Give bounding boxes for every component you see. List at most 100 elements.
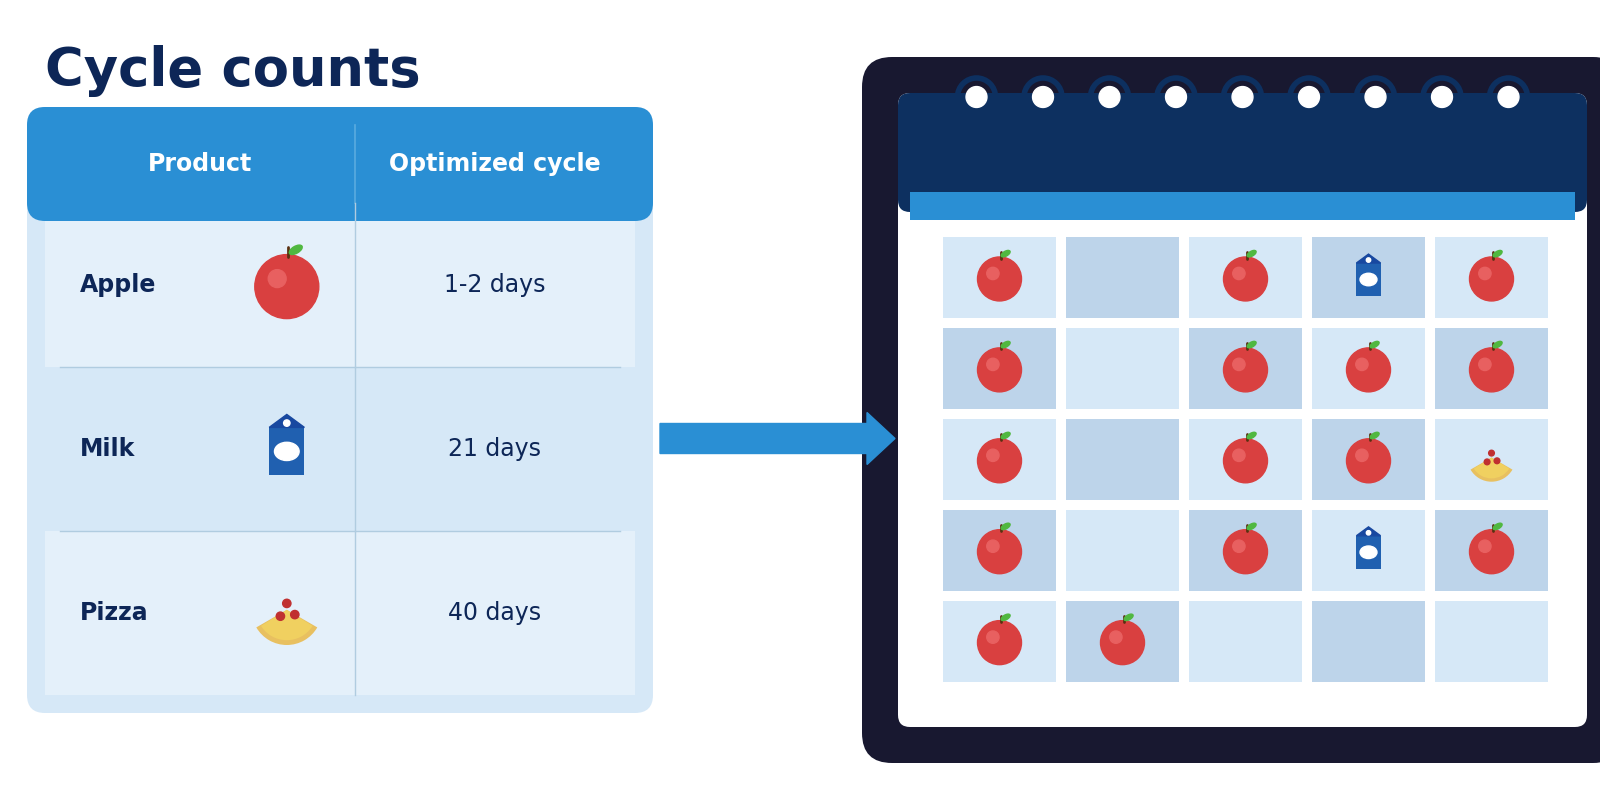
Circle shape: [1232, 358, 1245, 370]
Bar: [1189, 328, 1302, 410]
Bar: [1312, 419, 1426, 500]
Circle shape: [1101, 621, 1144, 665]
Ellipse shape: [1002, 432, 1010, 438]
Bar: [1066, 238, 1179, 318]
Circle shape: [987, 540, 998, 552]
Bar: [910, 192, 1574, 219]
Text: Cycle counts: Cycle counts: [45, 45, 421, 97]
Bar: [1066, 510, 1179, 591]
Ellipse shape: [1370, 342, 1379, 348]
Bar: [1066, 328, 1179, 410]
Circle shape: [1224, 257, 1267, 301]
FancyBboxPatch shape: [27, 107, 653, 221]
Circle shape: [254, 254, 318, 318]
Ellipse shape: [290, 245, 302, 254]
Circle shape: [1485, 459, 1490, 465]
Circle shape: [1224, 348, 1267, 392]
Circle shape: [277, 612, 285, 620]
FancyBboxPatch shape: [898, 93, 1587, 212]
Ellipse shape: [1002, 250, 1010, 257]
Circle shape: [1232, 449, 1245, 462]
Bar: [942, 419, 1056, 500]
Circle shape: [1366, 530, 1371, 535]
Circle shape: [1366, 258, 1371, 262]
Bar: [45, 367, 635, 531]
Bar: [1312, 238, 1426, 318]
Ellipse shape: [1360, 274, 1378, 286]
Bar: [1435, 328, 1549, 410]
Circle shape: [1494, 458, 1499, 464]
Circle shape: [1165, 86, 1187, 107]
Bar: [1312, 601, 1426, 682]
Bar: [1189, 419, 1302, 500]
Wedge shape: [1470, 458, 1512, 482]
Bar: [1189, 601, 1302, 682]
Text: Pizza: Pizza: [80, 601, 149, 625]
Ellipse shape: [1002, 342, 1010, 348]
Text: 40 days: 40 days: [448, 601, 541, 625]
Bar: [1357, 263, 1381, 296]
FancyBboxPatch shape: [27, 107, 653, 713]
Wedge shape: [261, 610, 312, 640]
Bar: [1066, 419, 1179, 500]
Circle shape: [1032, 86, 1053, 107]
Ellipse shape: [1493, 250, 1502, 257]
Circle shape: [987, 449, 998, 462]
Polygon shape: [1357, 527, 1381, 536]
Circle shape: [269, 270, 286, 287]
Bar: [1312, 510, 1426, 591]
Circle shape: [1478, 358, 1491, 370]
Bar: [1066, 601, 1179, 682]
Ellipse shape: [1248, 250, 1256, 257]
Circle shape: [1232, 267, 1245, 280]
Circle shape: [978, 621, 1021, 665]
Circle shape: [1469, 530, 1514, 574]
Circle shape: [978, 257, 1021, 301]
Bar: [1435, 601, 1549, 682]
Ellipse shape: [1370, 432, 1379, 438]
FancyBboxPatch shape: [862, 57, 1600, 763]
Wedge shape: [1474, 458, 1509, 478]
Circle shape: [1347, 439, 1390, 483]
Circle shape: [987, 267, 998, 280]
Ellipse shape: [1002, 523, 1010, 530]
Ellipse shape: [1493, 342, 1502, 348]
FancyBboxPatch shape: [898, 93, 1587, 727]
Circle shape: [1478, 267, 1491, 280]
Circle shape: [291, 610, 299, 618]
Circle shape: [1432, 86, 1453, 107]
Bar: [269, 427, 304, 475]
Polygon shape: [269, 414, 304, 427]
Bar: [910, 158, 1574, 200]
Circle shape: [1347, 348, 1390, 392]
Circle shape: [1365, 86, 1386, 107]
Ellipse shape: [1360, 546, 1378, 558]
Circle shape: [1110, 631, 1122, 643]
Bar: [1312, 328, 1426, 410]
Bar: [1435, 238, 1549, 318]
FancyArrow shape: [661, 413, 894, 465]
Circle shape: [1232, 540, 1245, 552]
Bar: [942, 328, 1056, 410]
Polygon shape: [1357, 254, 1381, 263]
Bar: [45, 203, 635, 367]
Bar: [1357, 536, 1381, 569]
Ellipse shape: [1002, 614, 1010, 621]
Circle shape: [966, 86, 987, 107]
Bar: [942, 238, 1056, 318]
Circle shape: [1478, 540, 1491, 552]
Text: Optimized cycle: Optimized cycle: [389, 152, 602, 176]
Bar: [1435, 510, 1549, 591]
Text: Milk: Milk: [80, 437, 136, 461]
Wedge shape: [256, 610, 317, 645]
Text: 1-2 days: 1-2 days: [445, 273, 546, 297]
Text: 21 days: 21 days: [448, 437, 541, 461]
Circle shape: [1224, 439, 1267, 483]
Circle shape: [1099, 86, 1120, 107]
Circle shape: [1232, 86, 1253, 107]
Circle shape: [1355, 449, 1368, 462]
Ellipse shape: [1248, 523, 1256, 530]
Text: Apple: Apple: [80, 273, 157, 297]
Ellipse shape: [1493, 523, 1502, 530]
Bar: [45, 168, 635, 203]
